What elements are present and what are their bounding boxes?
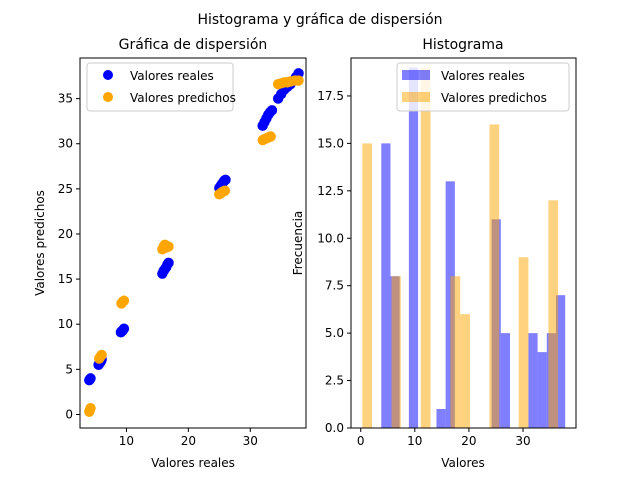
histogram-legend-swatch-predicted: [402, 92, 430, 102]
scatter-point-predicted: [265, 131, 276, 142]
scatter-point-real: [85, 373, 96, 384]
histogram-bar-predicted: [420, 67, 431, 428]
scatter-points: [84, 68, 304, 417]
scatter-ytick-label: 30: [58, 137, 73, 151]
scatter-point-predicted: [219, 185, 231, 196]
histogram-bar-predicted: [391, 276, 401, 428]
scatter-legend-label-predicted: Valores predichos: [130, 91, 236, 105]
histogram-legend-swatch-real: [402, 70, 430, 80]
scatter-point-predicted: [293, 75, 304, 86]
histogram-xtick-label: 20: [461, 434, 476, 448]
histogram-bar-predicted: [518, 257, 529, 428]
scatter-xlabel: Valores reales: [151, 456, 235, 470]
figure-suptitle: Histograma y gráfica de dispersión: [197, 12, 442, 28]
scatter-point-real: [163, 257, 174, 269]
scatter-legend-marker-real: [103, 70, 113, 80]
scatter-ytick-label: 15: [58, 272, 73, 286]
histogram-legend-label-real: Valores reales: [441, 69, 525, 83]
histogram-bar-real: [445, 181, 455, 428]
histogram-xtick-label: 30: [515, 434, 530, 448]
scatter-ticks: 10 20 30 0 5 10 15 20 25 30 35: [58, 92, 258, 448]
scatter-panel: Gráfica de dispersión 10 20 30 0 5 10 15 20 25 30…: [33, 37, 307, 470]
scatter-ytick-label: 10: [58, 317, 73, 331]
histogram-bar-real: [408, 67, 419, 428]
histogram-ytick-label: 17.5: [317, 89, 344, 103]
scatter-point-real: [220, 174, 231, 186]
histogram-ytick-label: 12.5: [317, 184, 344, 198]
scatter-legend-box: [86, 62, 234, 112]
scatter-point-predicted: [163, 241, 174, 252]
histogram-bar-predicted: [450, 276, 461, 428]
scatter-point-real: [266, 105, 278, 116]
scatter-legend-marker-predicted: [103, 92, 113, 102]
scatter-legend: Valores reales Valores predichos: [86, 62, 236, 112]
scatter-ytick-label: 35: [58, 92, 73, 106]
scatter-title: Gráfica de dispersión: [119, 37, 268, 53]
histogram-bar-predicted: [489, 124, 500, 429]
histogram-axes-frame: [350, 57, 577, 429]
histogram-ytick-label: 10.0: [317, 231, 344, 245]
histogram-ytick-label: 0.0: [325, 421, 344, 435]
histogram-title: Histograma: [422, 37, 503, 53]
histogram-bar-real: [555, 295, 566, 428]
scatter-legend-label-real: Valores reales: [130, 69, 214, 83]
histogram-bar-predicted: [460, 314, 470, 428]
scatter-xtick-label: 30: [243, 434, 258, 448]
histogram-ytick-label: 7.5: [325, 279, 344, 293]
histogram-ytick-label: 2.5: [325, 374, 344, 388]
histogram-bar-real: [436, 409, 446, 428]
scatter-xtick-label: 20: [181, 434, 196, 448]
scatter-point-predicted: [96, 349, 107, 361]
histogram-ytick-label: 5.0: [325, 326, 344, 340]
histogram-bar-predicted: [548, 200, 559, 428]
histogram-bar-real: [537, 352, 547, 428]
histogram-bar-real: [528, 333, 538, 428]
scatter-ytick-label: 5: [65, 362, 73, 376]
scatter-point-predicted: [118, 295, 130, 306]
histogram-xtick-label: 10: [407, 434, 422, 448]
histogram-legend-box: [396, 62, 570, 112]
histogram-bar-real: [500, 333, 511, 428]
scatter-ytick-label: 20: [58, 227, 73, 241]
histogram-xlabel: Valores: [441, 456, 485, 470]
histogram-panel: Histograma 0 10 20 30 0.0 2.5 5.0 7.5 10.0 12.5 15…: [291, 37, 577, 470]
histogram-ylabel: Frecuencia: [291, 211, 305, 276]
scatter-ytick-label: 0: [65, 407, 73, 421]
histogram-legend-label-predicted: Valores predichos: [441, 91, 547, 105]
histogram-xtick-label: 0: [357, 434, 365, 448]
scatter-point-real: [118, 323, 130, 334]
scatter-point-predicted: [85, 402, 96, 414]
histogram-ytick-label: 15.0: [317, 136, 344, 150]
histogram-bar-predicted: [362, 143, 373, 428]
histogram-bar-real: [381, 143, 391, 428]
histogram-bars: [362, 67, 566, 429]
scatter-xtick-label: 10: [119, 434, 134, 448]
histogram-ticks: 0 10 20 30 0.0 2.5 5.0 7.5 10.0 12.5 15.0 17.5: [317, 89, 530, 448]
histogram-legend: Valores reales Valores predichos: [396, 62, 570, 112]
scatter-ytick-label: 25: [58, 182, 73, 196]
scatter-axes-frame: [79, 57, 307, 429]
scatter-ylabel: Valores predichos: [33, 190, 47, 296]
